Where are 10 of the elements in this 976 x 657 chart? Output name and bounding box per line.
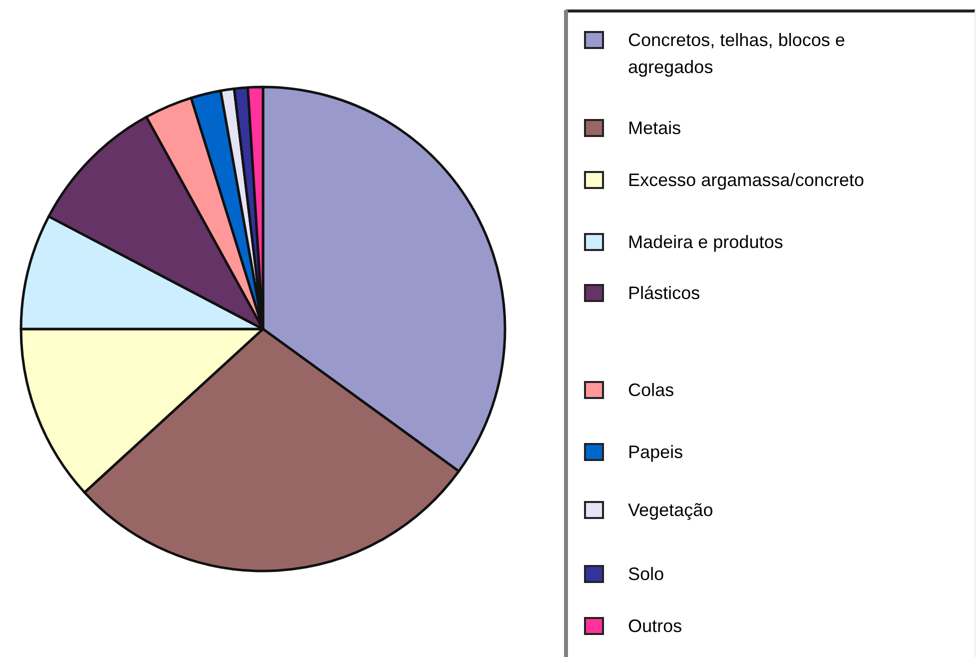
legend-label: Papeis [628, 442, 684, 462]
legend-label: Outros [628, 616, 682, 636]
legend-label: Solo [628, 564, 664, 584]
legend-label: Concretos, telhas, blocos e agregados [628, 30, 846, 77]
legend-label: Excesso argamassa/concreto [628, 170, 864, 190]
legend-label: Colas [628, 380, 674, 400]
legend-label: Vegetação [628, 500, 714, 520]
legend-label: Plásticos [628, 283, 700, 303]
legend-label: Madeira e produtos [628, 232, 784, 252]
legend-label: Metais [628, 118, 682, 138]
